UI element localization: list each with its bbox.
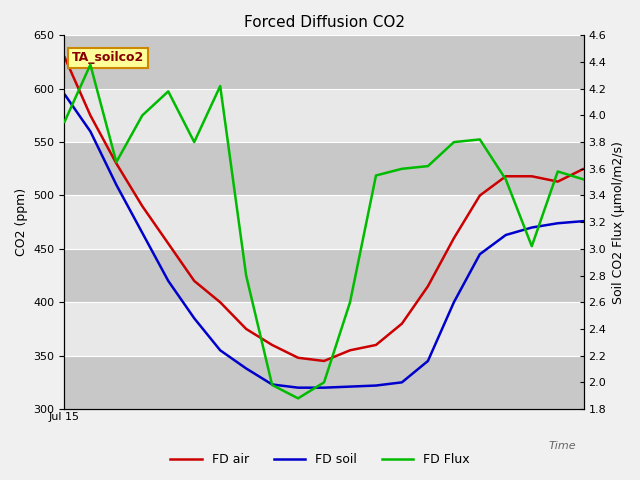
Title: Forced Diffusion CO2: Forced Diffusion CO2	[244, 15, 404, 30]
Text: TA_soilco2: TA_soilco2	[72, 51, 145, 64]
Legend: FD air, FD soil, FD Flux: FD air, FD soil, FD Flux	[165, 448, 475, 471]
Bar	[65, 356, 584, 409]
Y-axis label: Soil CO2 Flux (μmol/m2/s): Soil CO2 Flux (μmol/m2/s)	[612, 141, 625, 304]
Bar	[65, 142, 584, 195]
Bar	[65, 36, 584, 89]
Bar	[65, 249, 584, 302]
Y-axis label: CO2 (ppm): CO2 (ppm)	[15, 188, 28, 256]
Text: Time: Time	[548, 441, 576, 451]
